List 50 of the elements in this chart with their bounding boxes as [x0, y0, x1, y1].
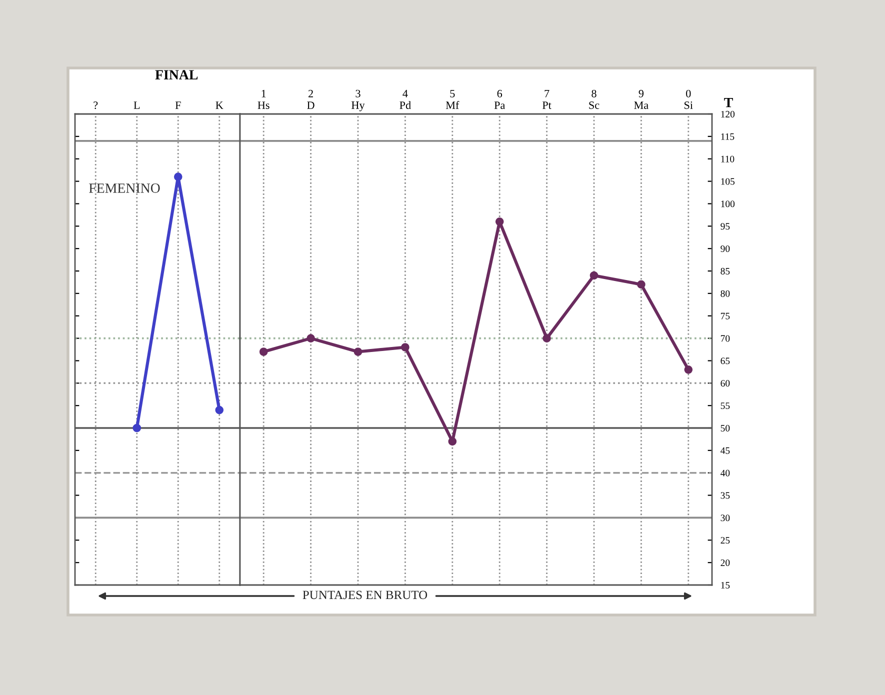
y-tick-label: 120 [721, 110, 735, 118]
point [354, 348, 362, 356]
x-tick-label: 0 Si [684, 90, 693, 109]
point [637, 280, 646, 289]
y-tick-label: 70 [720, 335, 730, 342]
x-tick-label: K [216, 102, 224, 109]
y-tick-label: 85 [720, 268, 730, 274]
x-tick-label: 9 Ma [634, 90, 648, 109]
x-tick-label: 1 Hs [258, 90, 270, 109]
point [684, 366, 693, 374]
text: PUNTAJES EN BRUTO [302, 590, 428, 600]
y-tick-label: 90 [720, 245, 730, 252]
point [306, 334, 315, 342]
point [590, 271, 598, 280]
y-tick-label: 110 [721, 156, 734, 162]
y-axis-title: T [724, 98, 733, 108]
y-tick-label: 115 [721, 133, 734, 140]
y-tick-label: 65 [720, 358, 730, 364]
x-tick-label: L [134, 102, 140, 109]
y-tick-label: 35 [720, 492, 730, 499]
y-tick-label: 20 [720, 559, 730, 566]
x-tick-label: ? [94, 102, 98, 110]
point [259, 348, 268, 356]
x-tick-label: 2 D [307, 90, 314, 109]
x-tick-label: 5 Mf [446, 90, 460, 109]
x-tick-label: 3 Hy [352, 90, 365, 112]
y-tick-label: 25 [720, 537, 730, 544]
annotation: FEMENINO [89, 184, 160, 193]
y-tick-label: 15 [721, 582, 730, 588]
point [495, 217, 504, 226]
y-tick-label: 40 [720, 470, 730, 476]
x-tick-label: F [175, 102, 181, 109]
y-tick-label: 30 [720, 514, 730, 522]
x-tick-label: 6 Pa [494, 90, 506, 109]
x-tick-label: 7 Pt [542, 90, 552, 109]
point [401, 343, 410, 352]
y-tick-label: 100 [721, 200, 735, 208]
chart-title: FINAL [155, 70, 198, 80]
y-tick-label: 95 [720, 223, 730, 230]
x-tick-label: 4 Pd [400, 90, 411, 109]
y-tick-label: 50 [720, 424, 730, 432]
y-tick-label: 75 [720, 312, 730, 320]
y-tick-label: 55 [720, 402, 730, 410]
point [542, 334, 551, 342]
y-tick-label: 80 [720, 290, 730, 297]
point [448, 437, 457, 446]
y-tick-label: 105 [721, 178, 735, 185]
x-tick-label: 8 Sc [589, 90, 600, 109]
y-tick-label: 45 [720, 447, 730, 454]
y-tick-label: 60 [720, 380, 730, 387]
